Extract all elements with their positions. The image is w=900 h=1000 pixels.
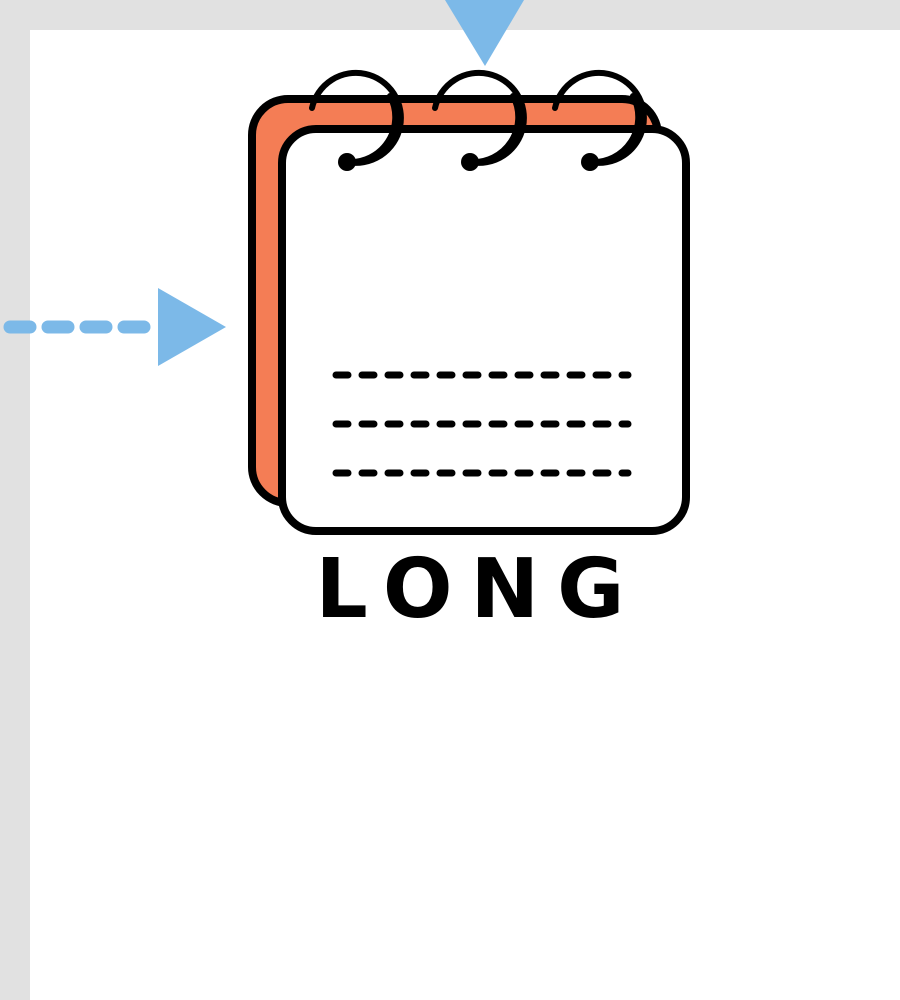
spiral-holes xyxy=(338,153,599,171)
triangle-down-icon[interactable] xyxy=(445,0,524,66)
spiral-ring-1 xyxy=(309,69,404,166)
notepad-lines xyxy=(332,371,632,477)
spiral-rings xyxy=(309,69,647,166)
dashed-arrow-right-icon[interactable] xyxy=(3,288,226,366)
logo-text: LONG xyxy=(315,542,643,637)
notepad-front-page xyxy=(278,125,690,535)
spiral-ring-2 xyxy=(432,69,527,166)
spiral-ring-3 xyxy=(552,69,647,166)
